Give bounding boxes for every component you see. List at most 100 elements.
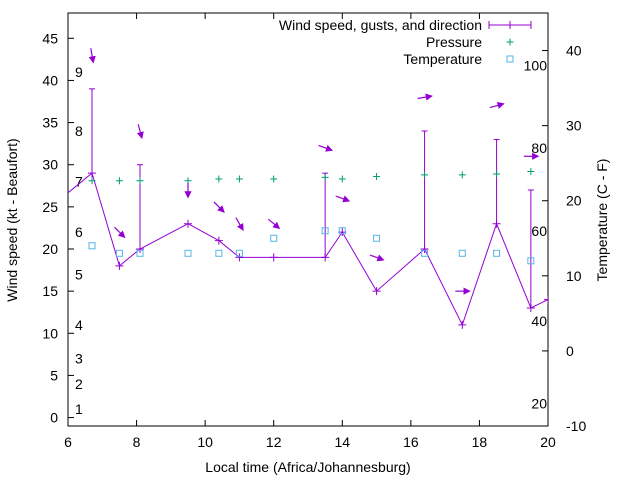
wind-direction-arrow bbox=[318, 144, 334, 152]
beaufort-scale: 1 2 3 4 5 6 7 8 9 bbox=[75, 64, 83, 417]
fahrenheit-label: 20 bbox=[531, 395, 547, 411]
temperature-point bbox=[373, 234, 381, 242]
wind-direction-arrow bbox=[213, 201, 225, 213]
wind-speed-point bbox=[184, 219, 192, 228]
wind-speed-point bbox=[115, 261, 124, 270]
x-tick-label: 20 bbox=[540, 434, 556, 450]
temperature-point bbox=[527, 257, 535, 265]
pressure-point bbox=[115, 177, 123, 185]
beaufort-label: 4 bbox=[75, 317, 83, 333]
legend-swatch-wind-marker bbox=[506, 21, 514, 29]
x-tick-label: 18 bbox=[472, 434, 488, 450]
wind-speed-point bbox=[458, 320, 467, 329]
beaufort-label: 2 bbox=[75, 376, 83, 392]
axis-ticks bbox=[67, 13, 549, 427]
fahrenheit-scale: 20 40 60 80 100 bbox=[524, 58, 548, 412]
y2-tick-label: 30 bbox=[566, 118, 582, 134]
y-tick-label: 25 bbox=[42, 199, 58, 215]
wind-direction-arrow bbox=[267, 218, 281, 230]
wind-direction-arrow bbox=[489, 101, 505, 109]
y-tick-label: 5 bbox=[50, 367, 58, 383]
y-tick-label: 45 bbox=[42, 30, 58, 46]
pressure-point bbox=[270, 175, 278, 183]
legend-swatch-pressure bbox=[506, 38, 514, 46]
x-tick-label: 16 bbox=[403, 434, 419, 450]
pressure-point bbox=[338, 175, 346, 183]
wind-direction-arrow bbox=[369, 254, 385, 262]
wind-speed-point bbox=[372, 287, 381, 296]
y2-axis-title: Temperature (C - F) bbox=[594, 159, 610, 282]
x-tick-label: 14 bbox=[334, 434, 350, 450]
wind-speed-point bbox=[321, 253, 330, 262]
pressure-point bbox=[88, 177, 96, 185]
temperature-point bbox=[321, 227, 329, 235]
tick-labels: 6 8 10 12 14 16 18 20051015202530354045-1001020… bbox=[42, 30, 586, 450]
y-tick-label: 10 bbox=[42, 325, 58, 341]
temperature-point bbox=[458, 249, 466, 257]
temperature-point bbox=[338, 227, 346, 235]
wind-speed-point bbox=[214, 236, 223, 245]
beaufort-label: 3 bbox=[75, 351, 83, 367]
legend-label-temperature: Temperature bbox=[403, 51, 482, 67]
fahrenheit-label: 60 bbox=[531, 223, 547, 239]
temperature-point bbox=[115, 249, 123, 257]
plot-border bbox=[67, 12, 549, 427]
pressure-point bbox=[421, 171, 429, 179]
wind-speed-point bbox=[88, 169, 96, 178]
series-layer bbox=[68, 88, 548, 329]
y-tick-label: 30 bbox=[42, 157, 58, 173]
wind-direction-arrow bbox=[235, 217, 244, 232]
temperature-point bbox=[136, 249, 144, 257]
legend-label-pressure: Pressure bbox=[426, 34, 482, 50]
temperature-point bbox=[88, 242, 96, 250]
temperature-point bbox=[270, 234, 278, 242]
wind-direction-arrow bbox=[136, 124, 144, 140]
wind-speed-point bbox=[235, 253, 244, 262]
beaufort-label: 9 bbox=[75, 64, 83, 80]
y-tick-label: 20 bbox=[42, 241, 58, 257]
legend-label-wind: Wind speed, gusts, and direction bbox=[279, 17, 482, 33]
beaufort-label: 8 bbox=[75, 123, 83, 139]
wind-direction-arrow bbox=[88, 48, 96, 64]
beaufort-label: 7 bbox=[75, 174, 83, 190]
temperature-point bbox=[184, 249, 192, 257]
wind-speed-line bbox=[68, 172, 548, 327]
wind-direction-arrows bbox=[88, 48, 540, 295]
y-axis-title: Wind speed (kt - Beaufort) bbox=[4, 138, 20, 301]
wind-speed-point bbox=[420, 245, 429, 253]
y-tick-label: 40 bbox=[42, 72, 58, 88]
beaufort-label: 1 bbox=[75, 401, 83, 417]
wind-speed-point bbox=[544, 295, 548, 304]
y-tick-label: 15 bbox=[42, 283, 58, 299]
wind-direction-arrow bbox=[335, 195, 351, 203]
x-tick-label: 12 bbox=[266, 434, 282, 450]
wind-speed-point bbox=[269, 253, 278, 262]
wind-speed-point bbox=[136, 245, 144, 253]
legend: Wind speed, gusts, and directionPressure… bbox=[279, 17, 532, 67]
y2-tick-label: -10 bbox=[566, 418, 586, 434]
pressure-point bbox=[527, 167, 535, 175]
wind-direction-arrow bbox=[417, 93, 433, 101]
pressure-point bbox=[136, 177, 144, 185]
y2-tick-label: 10 bbox=[566, 268, 582, 284]
beaufort-label: 6 bbox=[75, 224, 83, 240]
axis-titles: Local time (Africa/Johannesburg) Wind sp… bbox=[4, 138, 610, 475]
fahrenheit-label: 80 bbox=[531, 140, 547, 156]
temperature-point bbox=[421, 249, 429, 257]
wind-direction-arrow bbox=[114, 226, 126, 239]
y2-tick-label: 0 bbox=[566, 343, 574, 359]
plot-frame bbox=[67, 12, 549, 427]
y2-tick-label: 20 bbox=[566, 193, 582, 209]
wind-speed-point bbox=[526, 304, 535, 312]
temperature-point bbox=[493, 249, 501, 257]
pressure-point bbox=[215, 175, 223, 183]
temperature-point bbox=[235, 249, 243, 257]
x-tick-label: 10 bbox=[197, 434, 213, 450]
pressure-point bbox=[458, 171, 466, 179]
fahrenheit-label: 40 bbox=[531, 313, 547, 329]
wind-speed-point bbox=[492, 219, 501, 228]
x-axis-title: Local time (Africa/Johannesburg) bbox=[205, 459, 410, 475]
pressure-point bbox=[321, 173, 329, 181]
temperature-point bbox=[215, 249, 223, 257]
